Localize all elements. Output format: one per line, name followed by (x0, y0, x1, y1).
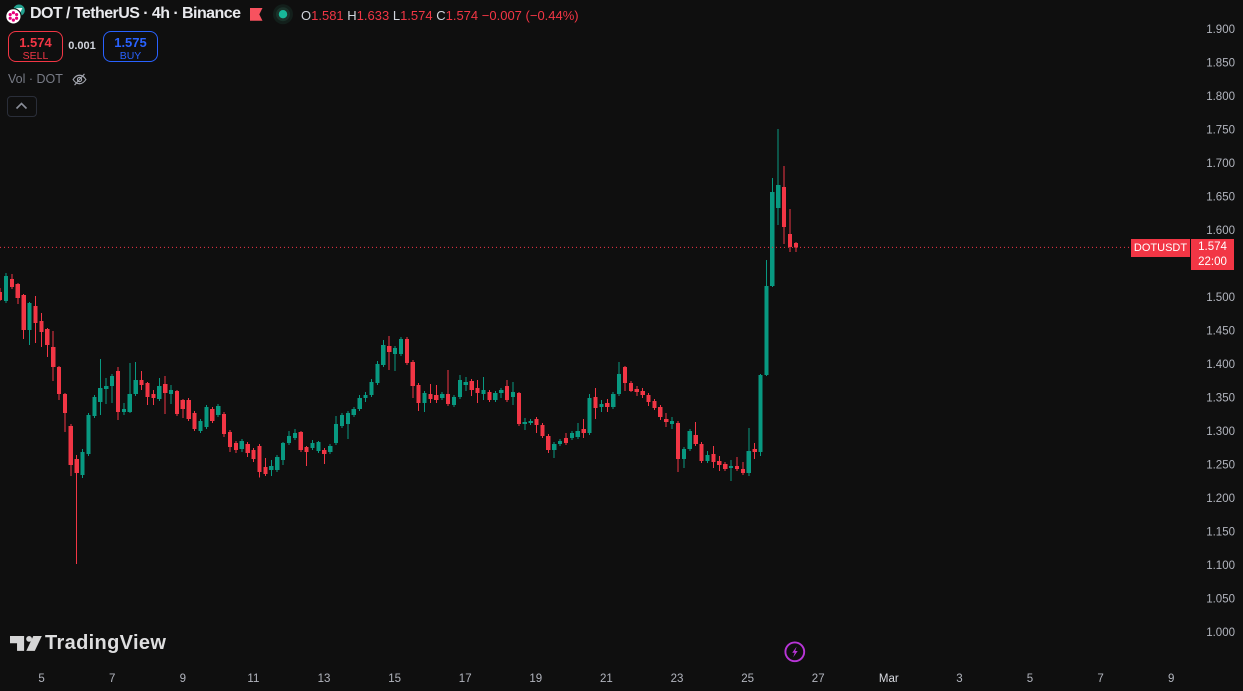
svg-text:Mar: Mar (879, 673, 899, 685)
svg-text:1.700: 1.700 (1206, 158, 1235, 170)
svg-text:7: 7 (1097, 673, 1103, 685)
svg-text:1.750: 1.750 (1206, 125, 1235, 137)
svg-text:1.300: 1.300 (1206, 426, 1235, 438)
svg-text:5: 5 (1027, 673, 1033, 685)
svg-text:19: 19 (529, 673, 542, 685)
svg-text:1.600: 1.600 (1206, 225, 1235, 237)
svg-text:3: 3 (956, 673, 962, 685)
svg-text:1.650: 1.650 (1206, 192, 1235, 204)
svg-text:15: 15 (388, 673, 401, 685)
svg-text:9: 9 (180, 673, 186, 685)
svg-text:1.900: 1.900 (1206, 24, 1235, 36)
svg-text:1.150: 1.150 (1206, 527, 1235, 539)
svg-text:23: 23 (671, 673, 684, 685)
svg-text:1.100: 1.100 (1206, 560, 1235, 572)
svg-text:1.250: 1.250 (1206, 460, 1235, 472)
svg-text:7: 7 (109, 673, 115, 685)
svg-text:1.850: 1.850 (1206, 58, 1235, 70)
svg-text:1.350: 1.350 (1206, 393, 1235, 405)
svg-text:1.450: 1.450 (1206, 326, 1235, 338)
svg-text:11: 11 (247, 673, 259, 685)
svg-text:1.800: 1.800 (1206, 91, 1235, 103)
svg-text:1.050: 1.050 (1206, 594, 1235, 606)
svg-text:9: 9 (1168, 673, 1174, 685)
svg-text:5: 5 (38, 673, 44, 685)
svg-text:1.500: 1.500 (1206, 292, 1235, 304)
svg-text:1.400: 1.400 (1206, 359, 1235, 371)
svg-text:1.000: 1.000 (1206, 627, 1235, 639)
svg-text:1.200: 1.200 (1206, 493, 1235, 505)
svg-text:27: 27 (812, 673, 825, 685)
svg-text:25: 25 (741, 673, 754, 685)
svg-text:21: 21 (600, 673, 613, 685)
svg-text:17: 17 (459, 673, 472, 685)
svg-text:13: 13 (318, 673, 331, 685)
